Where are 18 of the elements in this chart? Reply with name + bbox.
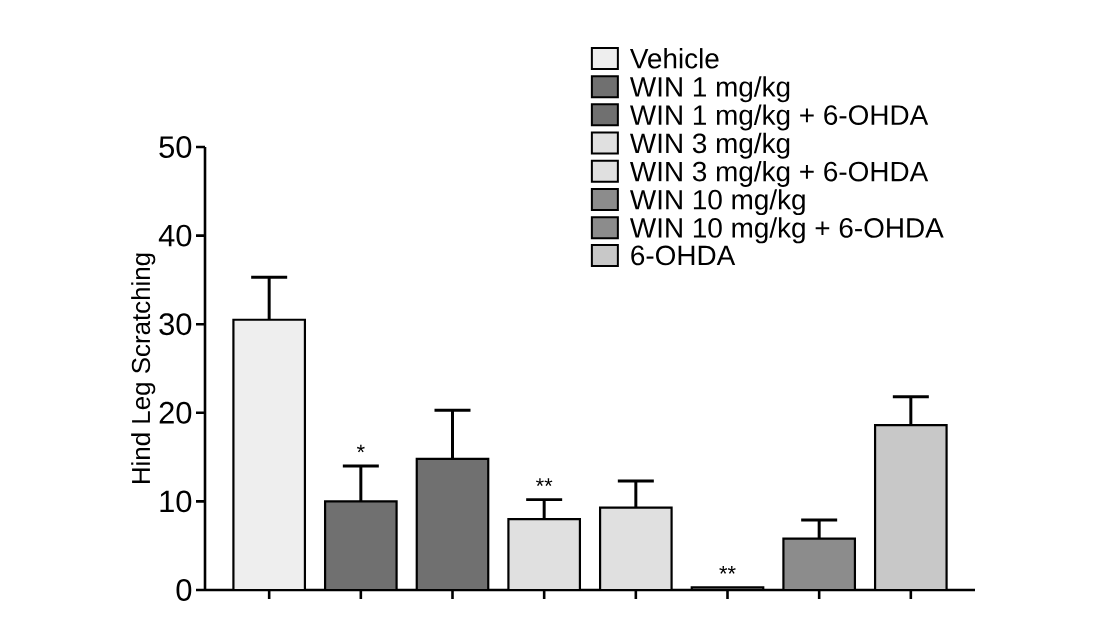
- y-tick-label: 0: [176, 579, 192, 601]
- legend-label: WIN 3 mg/kg: [629, 132, 790, 159]
- legend-label: WIN 1 mg/kg: [629, 76, 790, 103]
- y-tick-label: 50: [159, 136, 192, 158]
- legend-label: 6-OHDA: [631, 245, 736, 266]
- y-tick-label: 10: [160, 490, 192, 513]
- data-label: *: [356, 444, 365, 453]
- legend-label: WIN 1 mg/kg + 6-OHDA: [629, 104, 929, 131]
- legend-label: WIN 3 mg/kg + 6-OHDA: [629, 160, 929, 187]
- y-tick-label: 40: [158, 224, 192, 247]
- y-axis-title: Hind Leg Scratching: [131, 253, 156, 484]
- data-label: **: [536, 478, 553, 487]
- legend-label: Vehicle: [629, 48, 719, 69]
- legend-label: WIN 10 mg/kg + 6-OHDA: [629, 217, 944, 244]
- data-label: **: [719, 566, 736, 574]
- y-tick-label: 20: [159, 401, 192, 424]
- y-tick-label: 30: [159, 313, 192, 336]
- legend-label: WIN 10 mg/kg: [629, 189, 805, 216]
